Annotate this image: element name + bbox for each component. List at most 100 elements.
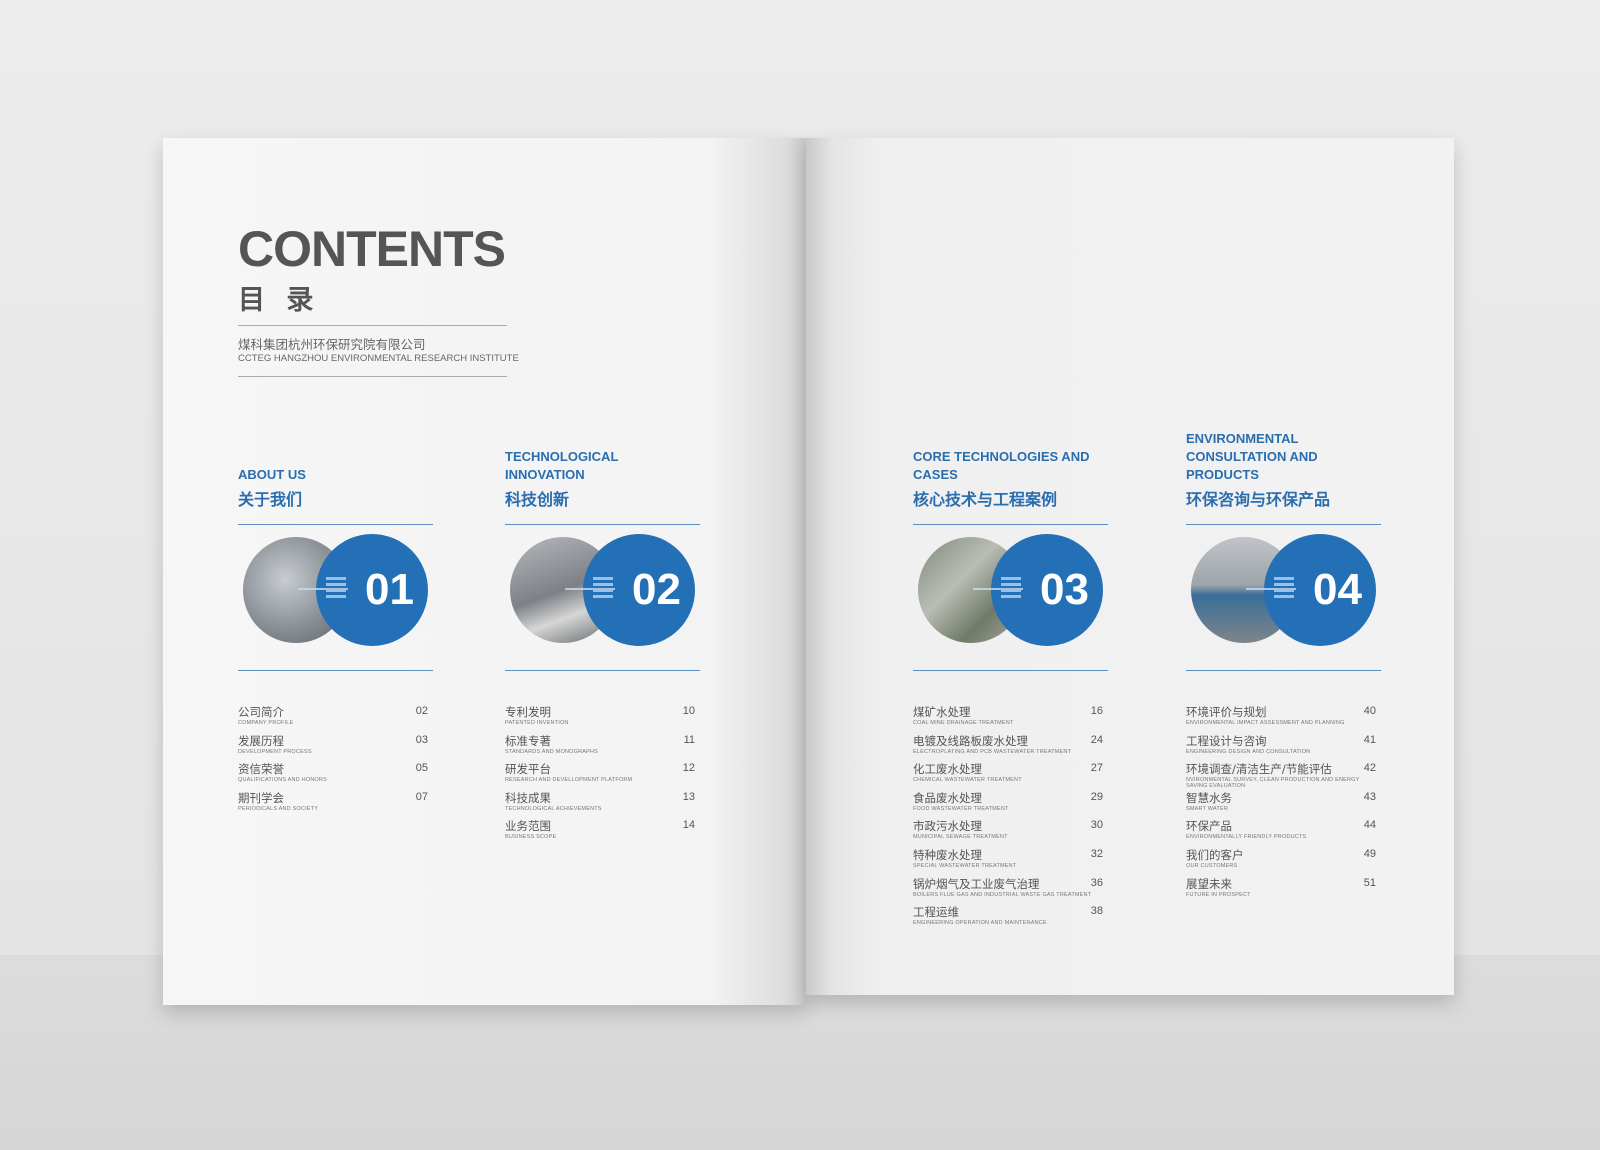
toc-item-cn: 工程设计与咨询 [1186,733,1267,748]
toc-item-page: 30 [1090,819,1103,832]
section-title-en: ENVIRONMENTAL CONSULTATION AND PRODUCTS [1186,431,1318,482]
toc-item-en: BOILERS FLUE GAS AND INDUSTRIAL WASTE GA… [913,891,1092,898]
toc-item[interactable]: 工程运维 ENGINEERING OPERATION AND MAINTENAN… [913,904,1108,933]
decor-line [973,588,1023,590]
toc-item-cn: 特种废水处理 [913,847,982,862]
toc-item[interactable]: 环境调查/清洁生产/节能评估 NVIRONMENTAL SURVEY, CLEA… [1186,761,1381,790]
toc-item[interactable]: 标准专著 STANDARDS AND MONOGRAPHS 11 [505,733,700,762]
toc-item-page: 10 [682,705,695,717]
toc-item[interactable]: 食品废水处理 FOOD WASTEWATER TREATMENT 29 [913,790,1108,819]
section-title-cn: 核心技术与工程案例 [913,490,1058,509]
toc-item-page: 02 [415,705,428,717]
toc-item-cn: 煤矿水处理 [913,705,971,719]
toc-item[interactable]: 化工废水处理 CHEMICAL WASTEWATER TREATMENT 27 [913,761,1108,790]
toc-item-page: 03 [415,733,428,746]
toc-item[interactable]: 展望未来 FUTURE IN PROSPECT 51 [1186,876,1381,905]
toc-item-cn: 环境调查/清洁生产/节能评估 [1186,762,1332,777]
toc-list: 公司简介 COMPANY PROFILE 02 发展历程 DEVELOPMENT… [238,704,433,818]
toc-item[interactable]: 智慧水务 SMART WATER 43 [1186,790,1381,819]
toc-item-page: 13 [682,790,695,803]
toc-list: 煤矿水处理 COAL MINE DRAINAGE TREATMENT 16 电镀… [913,704,1108,933]
toc-item[interactable]: 工程设计与咨询 ENGINEERING DESIGN AND CONSULTAT… [1186,733,1381,762]
divider [238,524,433,525]
toc-item[interactable]: 锅炉烟气及工业废气治理 BOILERS FLUE GAS AND INDUSTR… [913,876,1108,905]
decor-line [565,588,615,590]
section-title-cn: 环保咨询与环保产品 [1186,490,1331,509]
section-title-en: CORE TECHNOLOGIES AND CASES [913,449,1090,482]
section-title-cn: 关于我们 [238,490,303,509]
toc-item-cn: 我们的客户 [1186,847,1244,862]
toc-item-en: RESEARCH AND DEVELLOPMENT PLATFORM [505,777,633,784]
section-badge: 01 [238,525,433,670]
toc-item[interactable]: 我们的客户 OUR CUSTOMERS 49 [1186,847,1381,876]
toc-item-page: 12 [682,762,695,775]
company-name-cn: 煤科集团杭州环保研究院有限公司 [238,337,426,352]
toc-item-cn: 发展历程 [238,733,284,748]
toc-item-en: QUALIFICATIONS AND HONORS [238,777,327,784]
toc-item-cn: 标准专著 [505,733,551,748]
toc-item[interactable]: 市政污水处理 MUNICIPAL SEWAGE TREATMENT 30 [913,818,1108,847]
divider [505,524,700,525]
toc-item[interactable]: 研发平台 RESEARCH AND DEVELLOPMENT PLATFORM … [505,761,700,790]
toc-item-cn: 业务范围 [505,819,551,834]
toc-item-cn: 展望未来 [1186,876,1232,891]
toc-item-page: 27 [1090,762,1103,775]
toc-item[interactable]: 专利发明 PATENTED INVENTION 10 [505,704,700,733]
toc-item[interactable]: 环境评价与规划 ENVIRONMENTAL IMPACT ASSESSMENT … [1186,704,1381,733]
toc-item-page: 32 [1090,847,1103,860]
divider [238,670,433,671]
toc-item-cn: 科技成果 [505,790,551,805]
toc-item-cn: 公司简介 [238,705,284,719]
toc-item-page: 16 [1090,705,1103,717]
toc-item-page: 11 [683,733,695,746]
toc-item-page: 05 [415,762,428,775]
toc-list: 环境评价与规划 ENVIRONMENTAL IMPACT ASSESSMENT … [1186,704,1381,904]
divider [238,376,507,377]
toc-list: 专利发明 PATENTED INVENTION 10 标准专著 STANDARD… [505,704,700,847]
toc-item-en: CHEMICAL WASTEWATER TREATMENT [913,777,1022,784]
decor-line [1246,588,1296,590]
toc-item-cn: 工程运维 [913,905,959,920]
section-badge: 02 [505,525,700,670]
toc-item-en: FOOD WASTEWATER TREATMENT [913,805,1009,812]
toc-item-cn: 化工废水处理 [913,762,982,777]
toc-item[interactable]: 资信荣誉 QUALIFICATIONS AND HONORS 05 [238,761,433,790]
toc-item[interactable]: 期刊学会 PERIODICALS AND SOCIETY 07 [238,790,433,819]
decor-line [298,588,348,590]
toc-item-en: MUNICIPAL SEWAGE TREATMENT [913,834,1008,841]
toc-item-cn: 资信荣誉 [238,762,284,777]
contents-subtitle: 目 录 [238,285,320,316]
toc-item-en: OUR CUSTOMERS [1186,862,1238,869]
toc-item-en: ELECTROPLATING AND PCB WASTEWATER TREATM… [913,748,1072,755]
toc-item-cn: 专利发明 [505,705,551,719]
toc-item-cn: 电镀及线路板废水处理 [913,733,1028,748]
section-number: 01 [316,534,428,646]
section-badge: 04 [1186,525,1381,670]
toc-item-en: SMART WATER [1186,805,1229,812]
toc-item-page: 38 [1090,905,1103,918]
toc-item[interactable]: 特种废水处理 SPECIAL WASTEWATER TREATMENT 32 [913,847,1108,876]
toc-item-en: BUSINESS SCOPE [505,834,557,841]
toc-item[interactable]: 煤矿水处理 COAL MINE DRAINAGE TREATMENT 16 [913,704,1108,733]
toc-item-page: 36 [1090,876,1103,889]
toc-item-page: 44 [1363,819,1376,832]
toc-item-en: DEVELOPMENT PROCESS [238,748,312,755]
toc-item-en: COAL MINE DRAINAGE TREATMENT [913,720,1014,726]
toc-item-page: 14 [682,819,695,832]
divider [1186,670,1381,671]
toc-item-cn: 市政污水处理 [913,819,982,834]
toc-item-page: 49 [1363,847,1376,860]
toc-item[interactable]: 发展历程 DEVELOPMENT PROCESS 03 [238,733,433,762]
toc-item[interactable]: 公司简介 COMPANY PROFILE 02 [238,704,433,733]
toc-item[interactable]: 环保产品 ENVIRONMENTALLY FRIENDLY PRODUCTS 4… [1186,818,1381,847]
toc-item[interactable]: 电镀及线路板废水处理 ELECTROPLATING AND PCB WASTEW… [913,733,1108,762]
lines-icon [326,577,346,601]
toc-item[interactable]: 科技成果 TECHNOLOGICAL ACHIEVEMENTS 13 [505,790,700,819]
toc-item-cn: 期刊学会 [238,790,284,805]
toc-item[interactable]: 业务范围 BUSINESS SCOPE 14 [505,818,700,847]
divider [505,670,700,671]
toc-item-page: 07 [415,790,428,803]
toc-item-cn: 环境评价与规划 [1186,705,1267,719]
toc-item-cn: 锅炉烟气及工业废气治理 [913,876,1040,891]
toc-item-en: ENVIRONMENTAL IMPACT ASSESSMENT AND PLAN… [1186,720,1345,726]
